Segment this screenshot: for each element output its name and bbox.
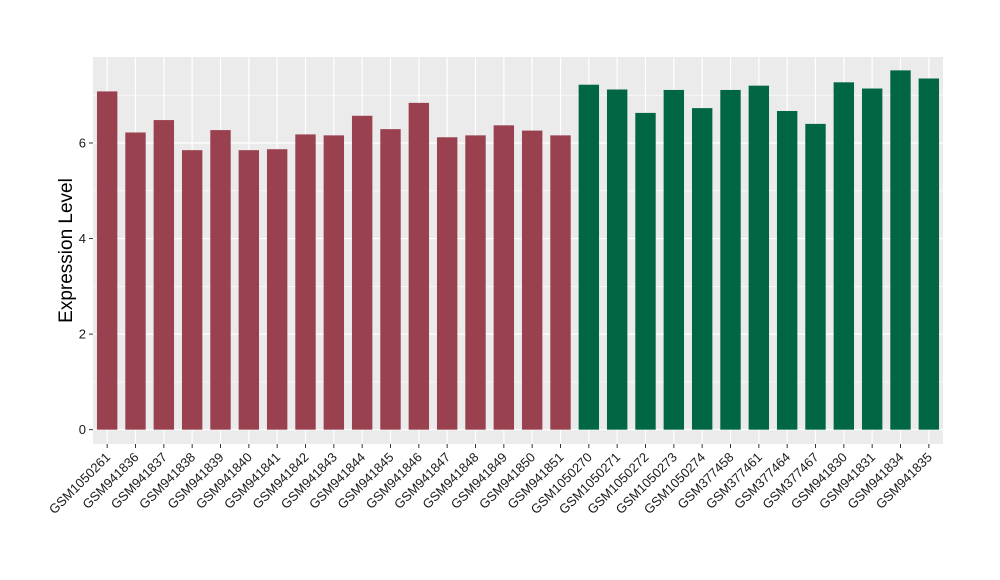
y-axis-title: Expression Level [56,178,77,323]
x-axis: GSM1050261GSM941836GSM941837GSM941838GSM… [46,444,935,517]
bar [153,120,175,430]
bar [663,89,685,430]
bar [748,85,770,430]
bar [408,102,430,430]
bar [436,137,458,430]
bar [861,88,883,430]
y-tick-label: 2 [79,327,86,342]
bar [181,150,203,430]
y-tick-label: 6 [79,136,86,151]
bar [918,78,940,430]
bar [266,149,288,430]
bar [833,82,855,430]
bar [890,70,911,430]
bar [776,110,798,430]
bar [493,125,515,430]
bar [606,89,628,430]
bar [465,135,486,430]
bar [210,130,231,430]
bar [351,115,373,430]
bar [691,108,713,430]
bar [720,89,741,430]
bar [380,129,401,430]
y-tick-label: 0 [79,422,86,437]
bar [125,132,146,430]
y-axis: 0 2 4 6 [79,136,93,437]
plot-panel [93,57,943,444]
bar [635,112,656,430]
bar [295,134,316,430]
bar [323,135,345,430]
bars [96,70,940,430]
y-tick-label: 4 [79,231,86,246]
bar [805,123,826,430]
bar [578,84,600,430]
bar [238,150,260,430]
bar [521,130,543,430]
bar [96,91,118,430]
bar [550,135,571,430]
